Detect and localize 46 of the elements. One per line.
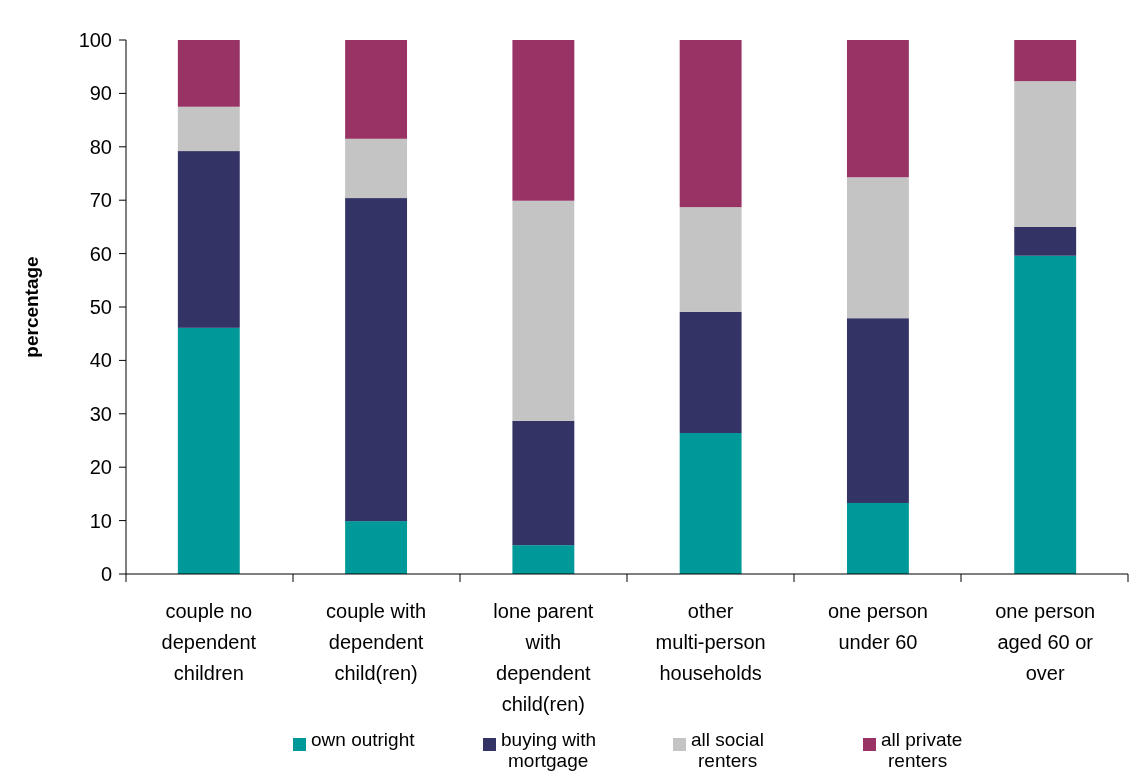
bar — [512, 420, 575, 546]
legend-label: buying with mortgage — [501, 729, 597, 771]
bar — [345, 521, 408, 574]
bar — [512, 40, 575, 201]
legend-label: all social renters — [691, 729, 764, 771]
y-tick-label: 0 — [100, 563, 112, 585]
bar — [679, 207, 742, 312]
y-tick-label: 100 — [78, 29, 112, 51]
bar — [177, 40, 240, 107]
y-tick-label: 70 — [89, 189, 112, 212]
bar — [679, 433, 742, 574]
y-axis-title: percentage — [21, 256, 42, 358]
y-tick-label: 60 — [89, 242, 112, 265]
bar — [846, 318, 909, 503]
bar — [177, 327, 240, 574]
bar — [345, 138, 408, 199]
legend-label: all private renters — [881, 729, 963, 771]
bar — [512, 545, 575, 574]
y-tick-label: 20 — [89, 456, 112, 479]
bar — [679, 40, 742, 208]
x-tick-label: lone parent with dependent child(ren) — [493, 600, 594, 715]
bar — [1014, 81, 1077, 227]
bar — [177, 106, 240, 152]
bar — [177, 151, 240, 328]
bar — [1014, 255, 1077, 574]
y-tick-label: 10 — [89, 509, 112, 532]
x-tick-label: one person aged 60 or over — [995, 600, 1096, 684]
x-tick-label: other multi-person households — [655, 600, 766, 684]
bar — [512, 200, 575, 421]
bar — [345, 198, 408, 522]
x-tick-label: couple no dependent children — [161, 600, 257, 684]
bar — [846, 40, 909, 178]
bar — [846, 502, 909, 574]
y-tick-label: 80 — [89, 135, 112, 158]
bar — [846, 177, 909, 319]
y-tick-label: 90 — [89, 82, 112, 105]
bar — [345, 40, 408, 139]
bar — [679, 311, 742, 434]
x-tick-label: couple with dependent child(ren) — [326, 600, 427, 684]
bar — [1014, 226, 1077, 256]
y-tick-label: 30 — [89, 402, 112, 425]
y-tick-label: 50 — [89, 296, 112, 318]
x-tick-label: one person under 60 — [827, 600, 928, 653]
y-tick-label: 40 — [89, 349, 112, 372]
legend-label: own outright — [311, 729, 416, 750]
bar — [1014, 40, 1077, 82]
